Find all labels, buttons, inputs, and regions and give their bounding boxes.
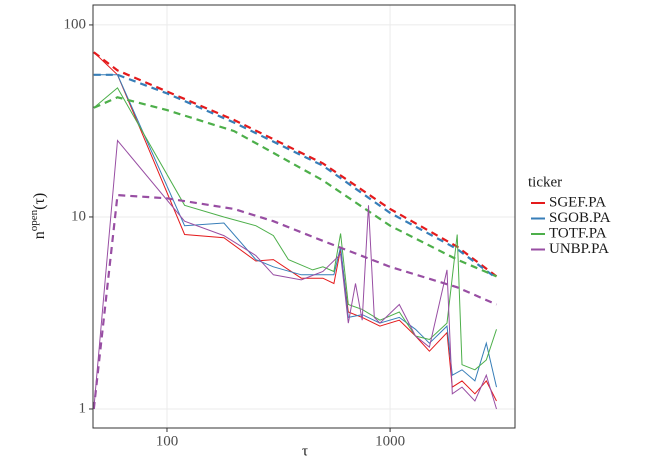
y-label-base: n [31,231,48,239]
fit-line [93,96,497,278]
y-axis-label: nopen(τ) [28,193,48,239]
y-tick-label: 10 [71,208,86,224]
y-label-sup: open [28,209,40,231]
series-line [93,139,497,410]
fit-line [92,193,497,410]
x-tick-label: 1000 [375,433,405,449]
x-axis-label: τ [302,443,308,459]
x-tick-label: 100 [156,433,179,449]
legend-label: TOTF.PA [549,225,607,241]
legend-label: SGEF.PA [549,194,606,210]
legend-label: UNBP.PA [549,241,609,257]
series-line [93,74,497,388]
y-tick-label: 1 [79,400,87,416]
legend-title: ticker [528,174,562,190]
y-tick-label: 100 [64,16,87,32]
plot-area [92,5,515,428]
series-line [93,87,497,371]
series-line [93,51,497,402]
y-label-arg: (τ) [31,193,48,210]
fit-line [93,51,498,278]
legend-label: SGOB.PA [549,210,611,226]
